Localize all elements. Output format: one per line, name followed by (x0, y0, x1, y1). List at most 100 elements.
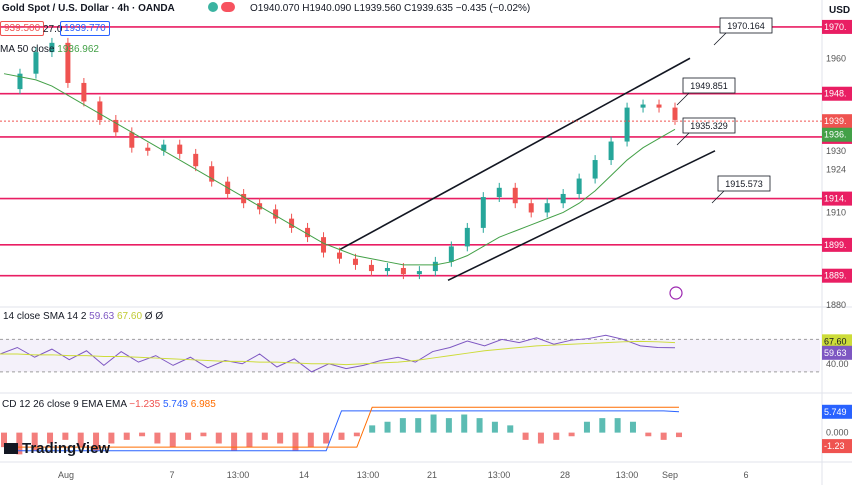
tradingview-logo: TradingView (4, 440, 110, 457)
time-axis-label: 13:00 (616, 470, 639, 480)
time-axis-label: 13:00 (357, 470, 380, 480)
macd-histogram-bar (568, 432, 575, 437)
candle-body (49, 42, 55, 53)
time-axis-label: Aug (58, 470, 74, 480)
candle-body (560, 193, 566, 204)
candle-body (129, 132, 135, 148)
macd-legend-label: CD 12 26 close 9 EMA EMA (2, 399, 127, 410)
time-axis-label: 14 (299, 470, 309, 480)
macd-histogram-bar (583, 421, 590, 433)
macd-line-value: 5.749 (162, 399, 188, 410)
key-level-badge (822, 268, 852, 283)
price-tick: 1960 (826, 53, 846, 63)
rsi-tick: 67.60 (824, 336, 847, 346)
macd-histogram-bar (16, 432, 23, 455)
rsi-signal-badge (822, 334, 852, 349)
macd-histogram-bar (445, 418, 452, 433)
key-level-label: 1948. (824, 89, 847, 99)
macd-tick: -1.23 (824, 441, 845, 451)
candle-body (528, 203, 534, 213)
candle-body (352, 258, 358, 265)
candle-body (209, 166, 215, 182)
candle-body (177, 144, 183, 154)
candle-body (432, 261, 438, 272)
price-callout-box (717, 175, 771, 192)
channel-lower-line (447, 150, 716, 282)
macd-histogram-bar (369, 425, 376, 433)
buy-button[interactable]: 1939.770 (60, 21, 110, 36)
sma-legend[interactable]: MA 50 close 1936.962 (0, 44, 99, 55)
macd-histogram-bar (154, 432, 161, 444)
candle-body (33, 52, 39, 74)
price-callout-box (719, 17, 773, 34)
macd-histogram-bar (676, 432, 682, 438)
macd-histogram-bar (599, 418, 606, 433)
candle-body (656, 104, 662, 108)
price-callout-pointer (676, 132, 690, 146)
candle-body (273, 209, 279, 219)
time-axis-label: 6 (743, 470, 748, 480)
price-callout: 1970.164 (727, 21, 765, 31)
candle-body (145, 147, 151, 151)
macd-histogram-bar (399, 418, 406, 433)
last-price-badge (822, 114, 852, 129)
macd-histogram-bar (645, 432, 652, 437)
candle-body (464, 227, 470, 247)
macd-histogram-bar (461, 414, 468, 433)
sell-button[interactable]: 939.500 (0, 21, 45, 36)
key-level-badge (822, 86, 852, 101)
rsi-legend-extra: Ø Ø (144, 311, 164, 322)
currency-label[interactable]: USD (829, 5, 851, 16)
macd-histogram-bar (231, 432, 238, 451)
macd-signal-line (4, 406, 680, 448)
macd-histogram-bar (77, 432, 84, 448)
candle-body (305, 227, 311, 238)
macd-histogram-bar (123, 432, 130, 440)
candle-body (592, 160, 598, 179)
macd-histogram-bar (62, 432, 69, 440)
macd-histogram-bar (384, 421, 391, 433)
candle-body (321, 237, 327, 253)
spread-value: 27.0 (43, 24, 63, 35)
candle-body (384, 267, 390, 272)
key-level-label: 1889. (824, 271, 847, 281)
ohlc-readout: O1940.070 H1940.090 L1939.560 C1939.635 … (250, 3, 531, 14)
macd-hist-badge (822, 439, 852, 454)
price-callout-pointer (676, 92, 690, 106)
price-callout: 1915.573 (725, 179, 763, 189)
price-callout: 1949.851 (690, 81, 728, 91)
key-level-badge (822, 191, 852, 206)
rsi-legend-label: 14 close SMA 14 2 (3, 311, 87, 322)
rsi-legend[interactable]: 14 close SMA 14 2 59.63 67.60 Ø Ø (3, 311, 163, 322)
candle-body (289, 218, 295, 228)
symbol-title[interactable]: Gold Spot / U.S. Dollar · 4h · OANDA (2, 3, 175, 14)
macd-histogram-bar (277, 432, 284, 444)
sma-line (3, 73, 676, 266)
macd-histogram-bar (246, 432, 253, 448)
tradingview-logo-icon (4, 443, 18, 454)
time-axis-label: 28 (560, 470, 570, 480)
macd-histogram-bar (338, 432, 345, 440)
candle-body (193, 153, 199, 167)
candle-body (512, 187, 518, 204)
candle-body (544, 203, 550, 213)
macd-histogram-bar (139, 432, 146, 437)
macd-line (4, 410, 680, 452)
price-tick: 1880 (826, 300, 846, 310)
time-axis-label: 21 (427, 470, 437, 480)
last-price-label: 1939. (824, 116, 847, 126)
visibility-icon[interactable] (208, 2, 235, 15)
price-callout-pointer (713, 32, 727, 46)
macd-tick: 0.000 (826, 428, 849, 438)
macd-legend[interactable]: CD 12 26 close 9 EMA EMA −1.235 5.749 6.… (2, 399, 216, 410)
candle-body (672, 107, 678, 120)
candle-body (81, 82, 87, 102)
macd-histogram-bar (629, 421, 636, 433)
sma-price-label: 1936. (824, 130, 847, 140)
macd-hist-value: −1.235 (129, 399, 161, 410)
tradingview-logo-text: TradingView (22, 440, 111, 457)
price-callout-pointer (711, 190, 725, 204)
macd-histogram-bar (553, 432, 560, 440)
macd-histogram-bar (169, 432, 176, 448)
